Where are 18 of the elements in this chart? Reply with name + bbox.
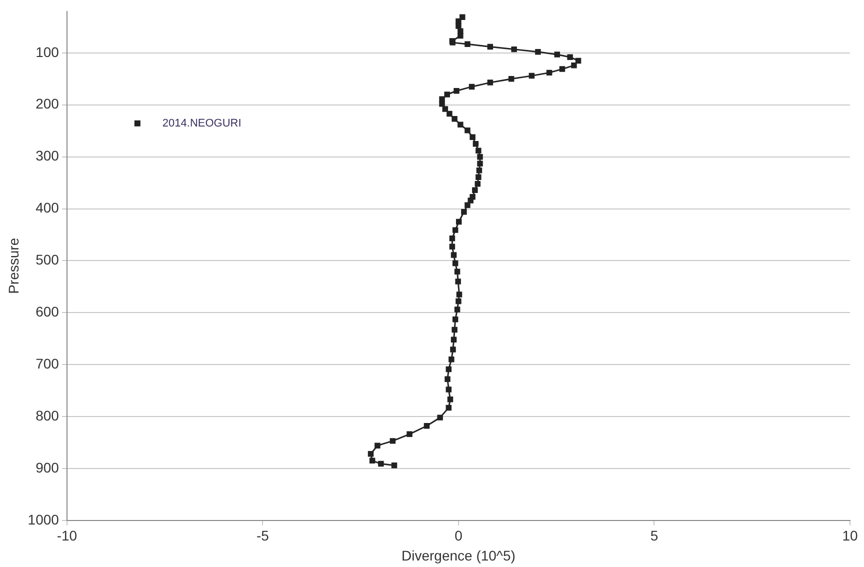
y-tick-label: 900 (36, 459, 60, 476)
y-tick-label: 200 (36, 96, 60, 112)
x-tick-label: 10 (842, 528, 858, 544)
y-tick-label: 500 (36, 252, 60, 268)
x-tick-label: 0 (454, 528, 463, 544)
y-tick-label: 800 (36, 407, 60, 424)
y-tick-label: 300 (36, 148, 60, 164)
legend-label: 2014.NEOGURI (162, 117, 242, 130)
y-tick-label: 700 (36, 355, 60, 372)
y-axis-title: Pressure (5, 238, 22, 294)
x-tick-label: 5 (650, 528, 658, 544)
y-tick-label: 1000 (28, 511, 60, 528)
y-tick-label: 400 (36, 200, 60, 216)
x-tick-label: -10 (56, 528, 78, 544)
y-tick-label: 100 (36, 44, 60, 60)
x-tick-label: -5 (256, 528, 270, 544)
y-tick-label: 600 (36, 304, 60, 320)
x-axis-title: Divergence (10^5) (401, 547, 516, 564)
